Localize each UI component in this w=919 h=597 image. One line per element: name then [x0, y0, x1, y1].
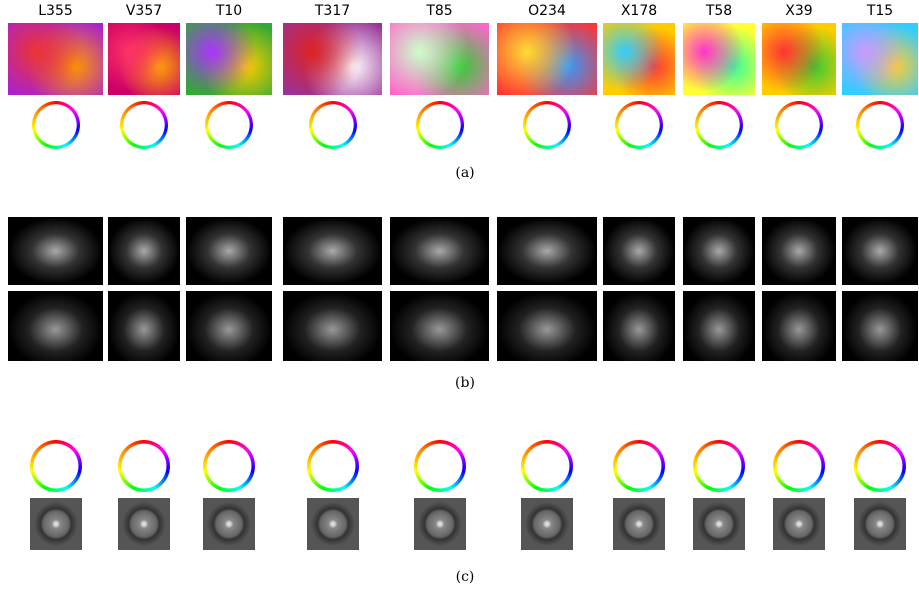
saliency-map — [283, 217, 382, 285]
column-label: T317 — [314, 3, 351, 19]
wheel-overlay — [29, 498, 82, 550]
wheel-overlay — [118, 498, 170, 550]
saliency-map — [842, 291, 918, 361]
saliency-map — [283, 291, 382, 361]
saliency-map — [683, 217, 755, 285]
thumbnail — [762, 23, 836, 95]
saliency-map — [390, 217, 489, 285]
wheel-overlay — [613, 498, 665, 550]
thumbnail — [497, 23, 597, 95]
column-label: X39 — [785, 3, 813, 19]
hue-wheel — [693, 440, 745, 492]
wheel-overlay — [773, 498, 825, 550]
thumbnail — [683, 23, 755, 95]
column-label: T58 — [705, 3, 733, 19]
column-label: T10 — [215, 3, 243, 19]
thumbnail — [283, 23, 382, 95]
hue-wheel — [29, 440, 82, 492]
hue-wheel — [773, 440, 825, 492]
hue-wheel — [306, 440, 359, 492]
column-label: O234 — [528, 3, 566, 19]
wheel-overlay — [413, 498, 466, 550]
thumbnail — [108, 23, 180, 95]
saliency-map — [762, 217, 836, 285]
saliency-map — [842, 217, 918, 285]
caption: (b) — [455, 375, 475, 391]
saliency-map — [108, 217, 180, 285]
saliency-map — [497, 291, 597, 361]
thumbnail — [842, 23, 918, 95]
caption: (c) — [455, 569, 475, 585]
thumbnail — [603, 23, 675, 95]
wheel-overlay — [521, 498, 573, 550]
hue-wheel — [413, 440, 466, 492]
saliency-map — [390, 291, 489, 361]
saliency-map — [762, 291, 836, 361]
wheel-overlay — [854, 498, 906, 550]
hue-wheel — [856, 101, 904, 149]
caption: (a) — [455, 165, 475, 181]
hue-wheel — [615, 101, 663, 149]
hue-wheel — [695, 101, 743, 149]
hue-wheel — [308, 101, 357, 149]
hue-wheel — [415, 101, 464, 149]
column-label: X178 — [620, 3, 658, 19]
saliency-map — [8, 291, 103, 361]
column-label: T85 — [426, 3, 453, 19]
saliency-map — [497, 217, 597, 285]
saliency-map — [186, 217, 272, 285]
hue-wheel — [31, 101, 80, 149]
thumbnail — [186, 23, 272, 95]
hue-wheel — [205, 101, 253, 149]
saliency-map — [603, 291, 675, 361]
column-label: T15 — [866, 3, 894, 19]
hue-wheel — [118, 440, 170, 492]
thumbnail — [390, 23, 489, 95]
column-label: V357 — [125, 3, 163, 19]
hue-wheel — [521, 440, 573, 492]
saliency-map — [8, 217, 103, 285]
hue-wheel — [613, 440, 665, 492]
saliency-map — [683, 291, 755, 361]
saliency-map — [603, 217, 675, 285]
thumbnail — [8, 23, 103, 95]
column-label: L355 — [38, 3, 73, 19]
wheel-overlay — [306, 498, 359, 550]
hue-wheel — [203, 440, 255, 492]
wheel-overlay — [203, 498, 255, 550]
saliency-map — [108, 291, 180, 361]
hue-wheel — [120, 101, 168, 149]
saliency-map — [186, 291, 272, 361]
hue-wheel — [854, 440, 906, 492]
wheel-overlay — [693, 498, 745, 550]
hue-wheel — [523, 101, 571, 149]
hue-wheel — [775, 101, 823, 149]
